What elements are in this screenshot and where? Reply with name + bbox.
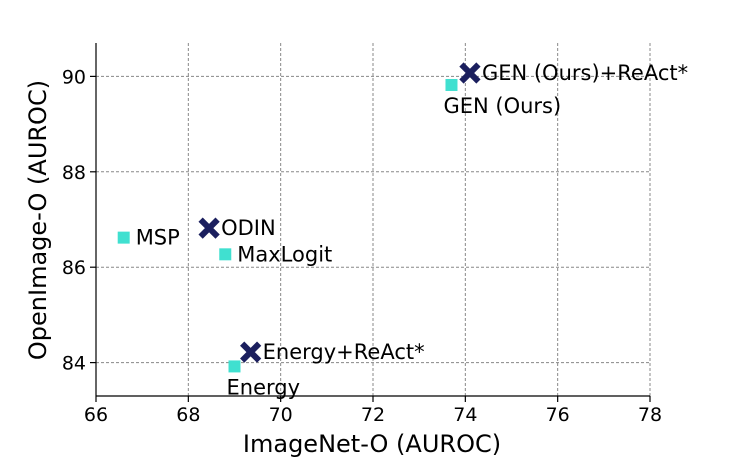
cross-marker-gen-ours-react [459, 62, 481, 84]
y-tick-label: 84 [62, 353, 86, 375]
y-axis-label: OpenImage-O (AUROC) [24, 80, 52, 360]
point-label-energy-react: Energy+ReAct* [263, 340, 425, 364]
square-marker-maxlogit [219, 248, 232, 261]
cross-marker-energy-react [240, 341, 262, 363]
square-marker-gen-ours [445, 78, 458, 91]
data-points [117, 62, 481, 373]
y-tick-label: 86 [62, 257, 86, 279]
point-label-energy: Energy [227, 375, 301, 399]
x-tick-label: 66 [84, 404, 108, 426]
square-marker-energy [228, 360, 241, 373]
ticks: 66 68 70 72 74 76 78 84 86 88 90 [62, 66, 662, 426]
point-label-gen-ours: GEN (Ours) [443, 94, 561, 118]
square-marker-msp [117, 231, 130, 244]
point-label-odin: ODIN [221, 216, 276, 240]
y-tick-label: 90 [62, 66, 86, 88]
x-axis-label: ImageNet-O (AUROC) [243, 430, 501, 458]
x-tick-label: 72 [361, 404, 385, 426]
y-tick-label: 88 [62, 162, 86, 184]
x-tick-label: 76 [546, 404, 570, 426]
x-tick-label: 78 [638, 404, 662, 426]
cross-marker-odin [198, 217, 220, 239]
x-tick-label: 70 [269, 404, 293, 426]
grid [95, 43, 651, 396]
point-label-msp: MSP [136, 226, 180, 250]
point-label-gen-ours-react: GEN (Ours)+ReAct* [482, 61, 688, 85]
x-tick-label: 74 [453, 404, 477, 426]
x-tick-label: 68 [176, 404, 200, 426]
point-label-maxlogit: MaxLogit [237, 242, 332, 266]
